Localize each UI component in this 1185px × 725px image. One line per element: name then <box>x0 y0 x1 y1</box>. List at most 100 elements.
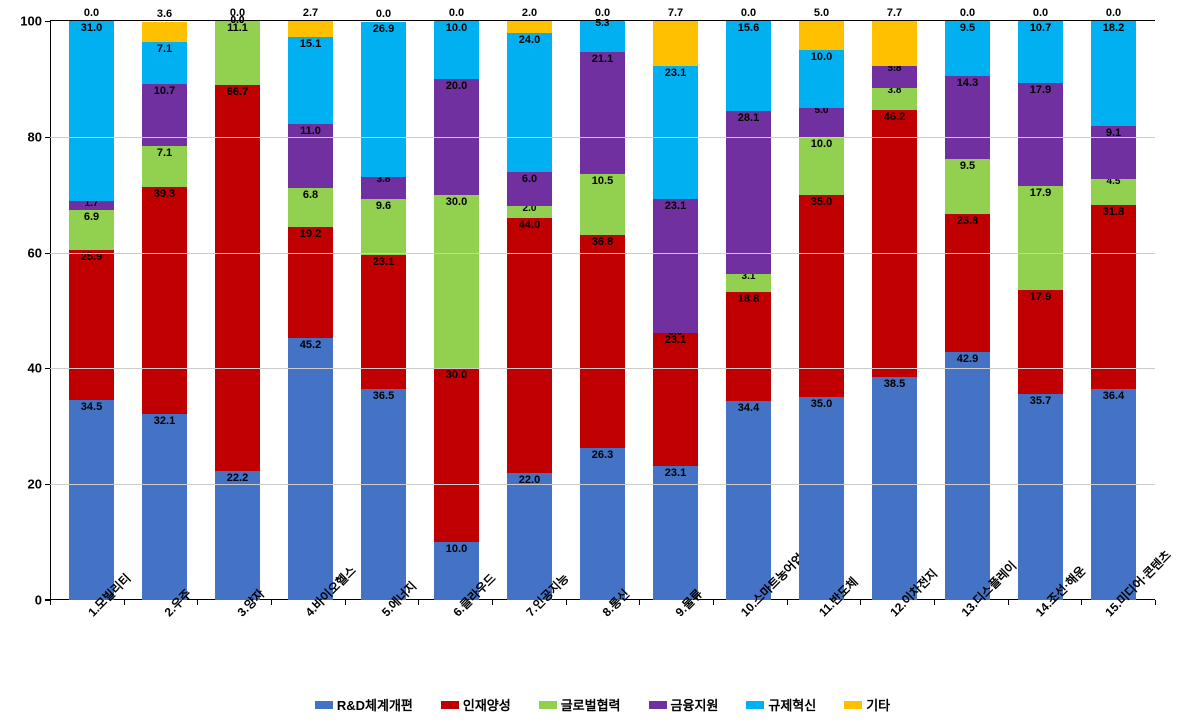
x-tick-mark <box>50 600 51 605</box>
segment-value-label: 7.1 <box>157 43 172 55</box>
segment-value-label: 44.0 <box>519 219 540 231</box>
segment-value-label: 15.1 <box>300 38 321 50</box>
bar-segment: 15.6 <box>726 21 771 111</box>
stacked-bar: 45.219.26.811.015.12.7 <box>288 21 333 600</box>
segment-value-label: 24.0 <box>519 34 540 46</box>
segment-value-label: 46.2 <box>884 111 905 123</box>
legend-item: 규제혁신 <box>746 695 816 714</box>
legend-label: 규제혁신 <box>768 695 816 714</box>
segment-value-label: 18.2 <box>1103 22 1124 34</box>
bar-segment: 2.7 <box>288 21 333 37</box>
legend-label: 글로벌협력 <box>561 695 621 714</box>
legend-item: 인재양성 <box>441 695 511 714</box>
bar-segment: 10.7 <box>1018 21 1063 83</box>
bar-group: 36.431.84.59.118.20.015.미디어·콘텐츠 <box>1077 21 1150 600</box>
bar-segment: 14.3 <box>945 76 990 159</box>
bar-group: 23.123.10.023.123.17.79.물류 <box>639 21 712 600</box>
segment-value-label: 0.0 <box>449 7 464 19</box>
bar-segment: 2.0 <box>507 206 552 218</box>
gridline <box>50 484 1155 485</box>
stacked-bar: 35.035.010.05.010.05.0 <box>799 21 844 600</box>
legend-label: R&D체계개편 <box>337 695 413 714</box>
bar-segment: 24.0 <box>507 33 552 172</box>
bar-segment: 17.9 <box>1018 83 1063 187</box>
bar-segment: 1.7 <box>69 201 114 211</box>
segment-value-label: 35.0 <box>811 196 832 208</box>
bar-segment: 34.4 <box>726 401 771 600</box>
bar-segment: 23.8 <box>945 214 990 352</box>
bar-segment: 22.0 <box>507 473 552 600</box>
segment-value-label: 23.1 <box>665 67 686 79</box>
bar-segment: 23.1 <box>653 333 698 467</box>
segment-value-label: 23.1 <box>373 256 394 268</box>
bar-segment: 5.0 <box>799 108 844 137</box>
bar-segment: 10.0 <box>799 50 844 108</box>
segment-value-label: 10.7 <box>154 85 175 97</box>
x-tick-mark <box>271 600 272 605</box>
chart-legend: R&D체계개편인재양성글로벌협력금융지원규제혁신기타 <box>50 695 1155 714</box>
bar-segment: 26.3 <box>580 448 625 600</box>
segment-value-label: 26.9 <box>373 23 394 35</box>
bar-group: 22.044.02.06.024.02.07.인공지능 <box>493 21 566 600</box>
segment-value-label: 17.9 <box>1030 291 1051 303</box>
segment-value-label: 10.0 <box>811 51 832 63</box>
bar-group: 35.035.010.05.010.05.011.반도체 <box>785 21 858 600</box>
segment-value-label: 3.6 <box>157 8 172 20</box>
bar-segment: 66.7 <box>215 85 260 471</box>
bar-group: 34.525.96.91.731.00.01.모빌리티 <box>55 21 128 600</box>
gridline <box>50 137 1155 138</box>
bar-segment: 6.9 <box>69 210 114 250</box>
y-tick-label: 100 <box>20 14 42 29</box>
segment-value-label: 36.5 <box>373 390 394 402</box>
bar-segment: 31.8 <box>1091 205 1136 389</box>
bar-group: 34.418.83.128.115.60.010.스마트농어업 <box>712 21 785 600</box>
x-tick-mark <box>1081 600 1082 605</box>
segment-value-label: 34.5 <box>81 401 102 413</box>
bar-segment: 30.0 <box>434 195 479 369</box>
bar-segment: 26.9 <box>361 22 406 178</box>
bar-segment: 6.0 <box>507 172 552 207</box>
stacked-bar: 22.266.711.10.00.00.0 <box>215 21 260 600</box>
bar-segment: 10.0 <box>799 137 844 195</box>
segment-value-label: 2.0 <box>522 7 537 19</box>
x-tick-mark <box>345 600 346 605</box>
bar-segment: 34.5 <box>69 400 114 600</box>
bar-segment: 23.1 <box>653 66 698 200</box>
bars-container: 34.525.96.91.731.00.01.모빌리티32.139.37.110… <box>50 21 1155 600</box>
bar-segment: 9.5 <box>945 159 990 214</box>
bar-segment: 42.9 <box>945 352 990 600</box>
bar-group: 45.219.26.811.015.12.74.바이오헬스 <box>274 21 347 600</box>
bar-group: 26.336.810.521.15.30.08.통신 <box>566 21 639 600</box>
bar-segment: 18.2 <box>1091 21 1136 126</box>
x-tick-mark <box>418 600 419 605</box>
y-tick-label: 80 <box>28 129 42 144</box>
segment-value-label: 6.8 <box>303 189 318 201</box>
bar-segment: 3.6 <box>142 22 187 43</box>
legend-swatch <box>844 701 862 709</box>
y-tick-label: 0 <box>35 593 42 608</box>
bar-segment: 36.8 <box>580 235 625 448</box>
segment-value-label: 7.7 <box>887 7 902 19</box>
chart-plot-area: 020406080100 34.525.96.91.731.00.01.모빌리티… <box>50 20 1155 600</box>
segment-value-label: 30.0 <box>446 196 467 208</box>
stacked-bar: 36.431.84.59.118.20.0 <box>1091 21 1136 600</box>
bar-segment: 3.8 <box>872 88 917 110</box>
x-tick-mark <box>787 600 788 605</box>
bar-segment: 44.0 <box>507 218 552 473</box>
stacked-bar: 10.030.030.020.010.00.0 <box>434 21 479 600</box>
bar-segment: 10.0 <box>434 21 479 79</box>
bar-segment: 35.0 <box>799 397 844 600</box>
segment-value-label: 35.0 <box>811 398 832 410</box>
segment-value-label: 0.0 <box>84 7 99 19</box>
segment-value-label: 30.0 <box>446 369 467 381</box>
bar-group: 42.923.89.514.39.50.013.디스플레이 <box>931 21 1004 600</box>
segment-value-label: 36.4 <box>1103 390 1124 402</box>
bar-segment: 11.0 <box>288 124 333 188</box>
segment-value-label: 23.1 <box>665 467 686 479</box>
bar-segment: 7.1 <box>142 146 187 187</box>
x-tick-mark <box>860 600 861 605</box>
bar-segment: 36.5 <box>361 389 406 600</box>
segment-value-label: 9.5 <box>960 22 975 34</box>
x-tick-mark <box>1155 600 1156 605</box>
x-tick-mark <box>639 600 640 605</box>
